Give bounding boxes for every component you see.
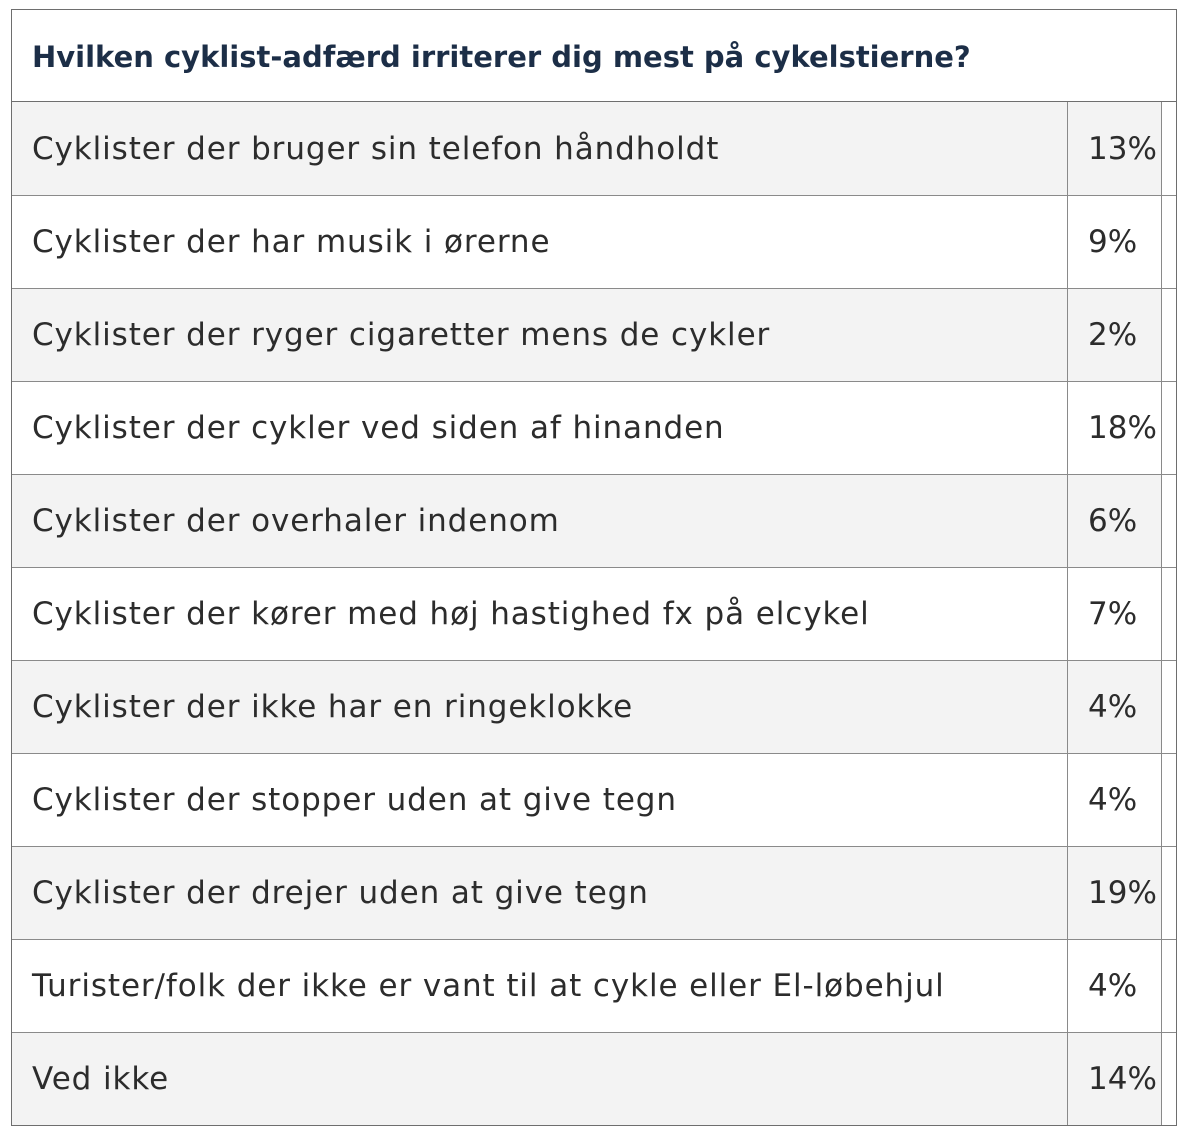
row-value: 18%	[1067, 382, 1161, 474]
row-value: 6%	[1067, 475, 1161, 567]
row-spacer	[1161, 196, 1176, 288]
row-spacer	[1161, 1033, 1176, 1125]
row-label: Ved ikke	[32, 1061, 170, 1097]
row-spacer	[1161, 475, 1176, 567]
table-row: Cyklister der ryger cigaretter mens de c…	[12, 288, 1176, 381]
row-spacer	[1161, 289, 1176, 381]
row-value: 4%	[1067, 940, 1161, 1032]
table-row: Cyklister der bruger sin telefon håndhol…	[12, 102, 1176, 195]
table-row: Cyklister der kører med høj hastighed fx…	[12, 567, 1176, 660]
table-body: Cyklister der bruger sin telefon håndhol…	[12, 102, 1176, 1125]
table-row: Cyklister der overhaler indenom 6%	[12, 474, 1176, 567]
row-label: Cyklister der ryger cigaretter mens de c…	[32, 317, 771, 353]
row-label: Turister/folk der ikke er vant til at cy…	[32, 968, 945, 1004]
row-spacer	[1161, 940, 1176, 1032]
table-row: Cyklister der har musik i ørerne 9%	[12, 195, 1176, 288]
survey-table: Hvilken cyklist-adfærd irriterer dig mes…	[11, 9, 1177, 1126]
row-value: 14%	[1067, 1033, 1161, 1125]
row-spacer	[1161, 102, 1176, 195]
table-row: Cyklister der drejer uden at give tegn 19…	[12, 846, 1176, 939]
row-value: 9%	[1067, 196, 1161, 288]
row-spacer	[1161, 568, 1176, 660]
row-value: 19%	[1067, 847, 1161, 939]
row-spacer	[1161, 847, 1176, 939]
row-value: 4%	[1067, 754, 1161, 846]
row-label: Cyklister der overhaler indenom	[32, 503, 560, 539]
row-value: 2%	[1067, 289, 1161, 381]
row-value: 4%	[1067, 661, 1161, 753]
row-spacer	[1161, 754, 1176, 846]
row-label: Cyklister der drejer uden at give tegn	[32, 875, 649, 911]
table-row: Turister/folk der ikke er vant til at cy…	[12, 939, 1176, 1032]
table-row: Cyklister der cykler ved siden af hinand…	[12, 381, 1176, 474]
table-row: Cyklister der ikke har en ringeklokke 4%	[12, 660, 1176, 753]
table-row: Ved ikke 14%	[12, 1032, 1176, 1125]
table-title: Hvilken cyklist-adfærd irriterer dig mes…	[12, 10, 1176, 102]
row-label: Cyklister der har musik i ørerne	[32, 224, 551, 260]
table-row: Cyklister der stopper uden at give tegn 4…	[12, 753, 1176, 846]
row-value: 7%	[1067, 568, 1161, 660]
row-spacer	[1161, 661, 1176, 753]
row-label: Cyklister der stopper uden at give tegn	[32, 782, 677, 818]
row-label: Cyklister der bruger sin telefon håndhol…	[32, 130, 720, 167]
row-label: Cyklister der ikke har en ringeklokke	[32, 689, 634, 725]
row-label: Cyklister der kører med høj hastighed fx…	[32, 596, 870, 632]
row-value: 13%	[1067, 102, 1161, 195]
row-label: Cyklister der cykler ved siden af hinand…	[32, 410, 725, 446]
row-spacer	[1161, 382, 1176, 474]
